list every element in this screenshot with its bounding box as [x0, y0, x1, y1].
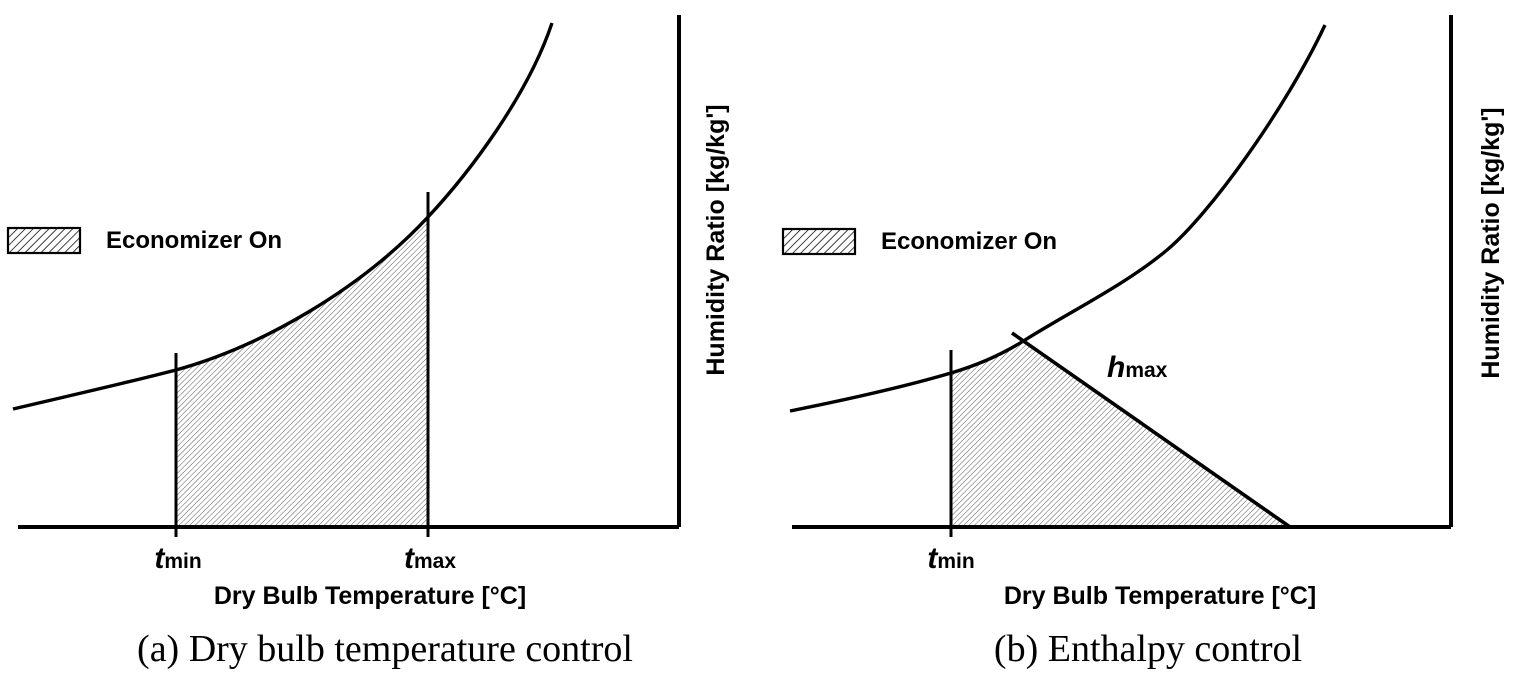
- tmax-label-a: tmax: [404, 544, 456, 577]
- caption-b: (b) Enthalpy control: [993, 628, 1303, 670]
- tmin-label-b-base: t: [927, 542, 938, 575]
- legend-label-b: Economizer On: [881, 228, 1058, 255]
- y-axis-title-b: Humidity Ratio [kg/kg']: [1477, 107, 1505, 379]
- economizer-region-a: [176, 217, 428, 527]
- tmin-label-b: tmin: [927, 544, 974, 577]
- x-axis-title-a: Dry Bulb Temperature [°C]: [213, 582, 527, 610]
- tmax-label-a-base: t: [403, 542, 414, 575]
- y-axis-title-a: Humidity Ratio [kg/kg']: [702, 104, 730, 376]
- legend-swatch-a: [6, 226, 82, 255]
- hmax-line-b: [1010, 331, 1292, 529]
- tmin-label-a: tmin: [154, 544, 201, 577]
- caption-a: (a) Dry bulb temperature control: [137, 628, 633, 670]
- tmax-label-a-sub: max: [413, 550, 457, 573]
- tmin-label-a-sub: min: [164, 550, 202, 573]
- saturation-curve-a: [12, 22, 554, 411]
- hmax-label-b-base: h: [1107, 351, 1126, 384]
- legend-label-a: Economizer On: [106, 227, 283, 254]
- x-axis-title-b: Dry Bulb Temperature [°C]: [1003, 582, 1317, 610]
- tmin-label-b-sub: min: [937, 550, 975, 573]
- panel-a-graphics: [6, 15, 681, 537]
- saturation-curve-b: [789, 24, 1327, 413]
- economizer-region-b: [951, 340, 1290, 527]
- hmax-label-b-sub: max: [1125, 359, 1168, 382]
- legend-swatch-b: [781, 227, 857, 256]
- tmin-label-a-base: t: [154, 542, 165, 575]
- hmax-label-b: hmax: [1107, 353, 1167, 386]
- panel-b-graphics: [781, 15, 1453, 537]
